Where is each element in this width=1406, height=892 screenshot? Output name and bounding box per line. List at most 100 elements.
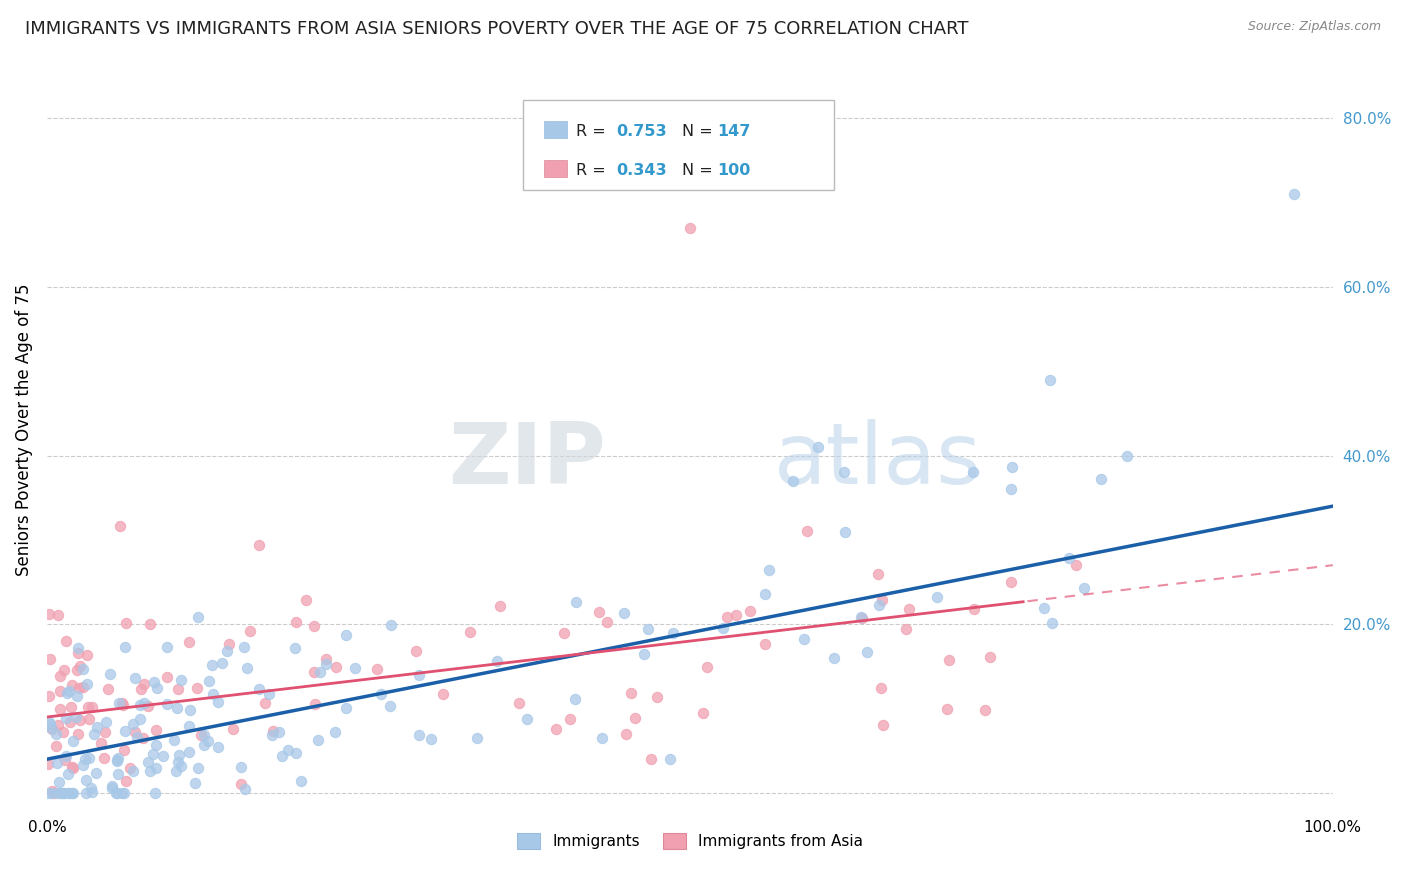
Point xyxy=(231,777,253,791)
Point xyxy=(1039,373,1062,387)
Text: 0.343: 0.343 xyxy=(616,162,666,178)
Point xyxy=(38,689,60,703)
Point xyxy=(207,695,229,709)
Point xyxy=(485,654,508,668)
Point xyxy=(37,786,59,800)
Point xyxy=(52,663,75,677)
Point xyxy=(167,681,190,696)
Point xyxy=(155,640,177,654)
Point xyxy=(343,661,366,675)
Point xyxy=(302,665,325,679)
Point xyxy=(1064,558,1087,573)
Point xyxy=(49,786,72,800)
Point xyxy=(380,618,402,632)
Point xyxy=(179,703,201,717)
Point xyxy=(262,724,284,739)
Point xyxy=(129,698,152,713)
Point xyxy=(193,738,215,752)
Point xyxy=(201,658,224,673)
Point xyxy=(186,761,208,775)
Point xyxy=(52,786,75,800)
Point xyxy=(45,739,67,754)
Point xyxy=(207,739,229,754)
Y-axis label: Seniors Poverty Over the Age of 75: Seniors Poverty Over the Age of 75 xyxy=(15,284,32,576)
Point xyxy=(48,786,70,800)
Point xyxy=(145,761,167,775)
Point xyxy=(77,751,100,765)
Point xyxy=(139,617,162,632)
Point xyxy=(111,696,134,710)
Point xyxy=(323,725,346,739)
Point xyxy=(564,692,586,706)
Text: Source: ZipAtlas.com: Source: ZipAtlas.com xyxy=(1247,20,1381,33)
Text: IMMIGRANTS VS IMMIGRANTS FROM ASIA SENIORS POVERTY OVER THE AGE OF 75 CORRELATIO: IMMIGRANTS VS IMMIGRANTS FROM ASIA SENIO… xyxy=(25,20,969,37)
Point xyxy=(1000,483,1022,497)
Text: N =: N = xyxy=(682,123,718,138)
Point xyxy=(190,728,212,742)
Point xyxy=(1032,601,1054,615)
Point xyxy=(38,717,60,731)
Point xyxy=(832,466,855,480)
Point xyxy=(302,619,325,633)
Point xyxy=(662,625,685,640)
Point xyxy=(86,720,108,734)
Point xyxy=(614,727,637,741)
Point xyxy=(637,622,659,636)
Point xyxy=(72,758,94,772)
Point xyxy=(1040,615,1063,630)
Point xyxy=(408,728,430,742)
Point xyxy=(90,736,112,750)
Point xyxy=(229,760,252,774)
Point xyxy=(124,724,146,739)
Point xyxy=(758,562,780,576)
Point xyxy=(67,646,90,660)
Point xyxy=(138,755,160,769)
Point xyxy=(315,657,337,671)
Point xyxy=(69,714,91,728)
Point xyxy=(72,662,94,676)
Point xyxy=(125,730,148,744)
Point xyxy=(41,722,63,736)
Point xyxy=(58,683,80,698)
Point xyxy=(233,782,256,797)
Point xyxy=(553,625,575,640)
Point xyxy=(163,732,186,747)
Point xyxy=(96,714,118,729)
Point xyxy=(1116,449,1139,463)
Point xyxy=(48,669,70,683)
Point xyxy=(516,712,538,726)
Point xyxy=(166,701,188,715)
Point xyxy=(41,784,63,798)
Point xyxy=(66,663,89,677)
Point xyxy=(52,786,75,800)
Point xyxy=(284,746,307,760)
Point xyxy=(112,786,135,800)
Point xyxy=(716,610,738,624)
Point xyxy=(72,680,94,694)
Point xyxy=(544,722,567,736)
Point xyxy=(754,636,776,650)
Point xyxy=(60,760,83,774)
Point xyxy=(1057,551,1080,566)
Point xyxy=(177,719,200,733)
Point xyxy=(232,640,254,654)
Point xyxy=(284,640,307,655)
Point xyxy=(186,681,208,696)
Point xyxy=(936,701,959,715)
Point xyxy=(170,758,193,772)
Point xyxy=(108,519,131,533)
Point xyxy=(69,659,91,673)
Point xyxy=(488,599,510,614)
Legend: Immigrants, Immigrants from Asia: Immigrants, Immigrants from Asia xyxy=(510,827,869,855)
Point xyxy=(198,674,221,689)
Point xyxy=(898,602,921,616)
Point xyxy=(75,772,97,787)
Point xyxy=(725,607,748,622)
Point xyxy=(136,698,159,713)
Point xyxy=(93,751,115,765)
Point xyxy=(98,666,121,681)
Point xyxy=(823,651,845,665)
Point xyxy=(1090,472,1112,486)
Point xyxy=(115,616,138,631)
Point xyxy=(112,743,135,757)
